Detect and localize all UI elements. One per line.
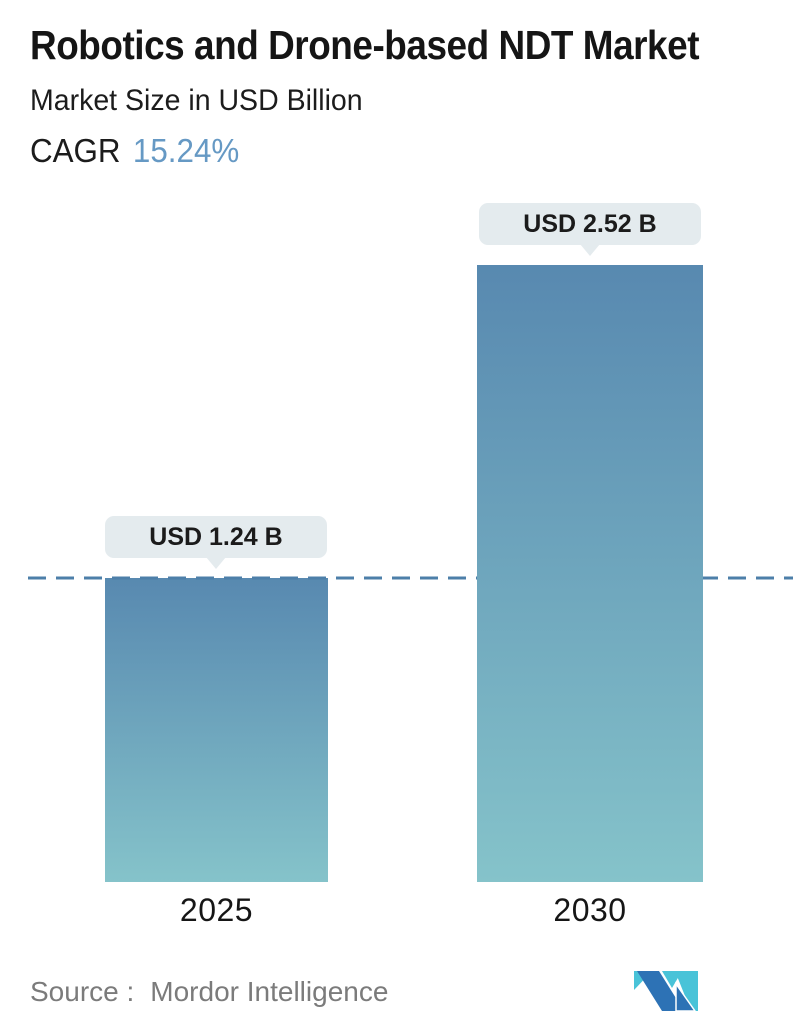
source-row: Source : Mordor Intelligence xyxy=(30,976,388,1008)
bar-2030 xyxy=(477,265,703,882)
chart-subtitle: Market Size in USD Billion xyxy=(30,84,363,117)
reference-dashed-line xyxy=(28,576,793,580)
tooltip-arrow-down-icon xyxy=(580,244,600,256)
cagr-label: CAGR xyxy=(30,132,121,169)
cagr-value: 15.24% xyxy=(132,132,240,169)
cagr-row: CAGR 15.24% xyxy=(30,132,239,170)
value-label-2030: USD 2.52 B xyxy=(479,203,701,256)
value-label-2025-text: USD 1.24 B xyxy=(149,522,283,551)
mordor-intelligence-logo xyxy=(634,971,698,1011)
logo-shape xyxy=(675,981,696,1011)
source-label: Source : xyxy=(30,976,135,1007)
chart-title: Robotics and Drone-based NDT Market xyxy=(30,22,700,68)
value-label-2030-text: USD 2.52 B xyxy=(523,209,657,238)
axis-label-2025: 2025 xyxy=(179,892,254,928)
source-value: Mordor Intelligence xyxy=(150,976,389,1007)
bar-2025 xyxy=(105,578,328,882)
value-label-2025: USD 1.24 B xyxy=(105,516,327,569)
tooltip-arrow-down-icon xyxy=(206,557,226,569)
logo-shape xyxy=(675,971,698,1011)
logo-shape xyxy=(637,971,684,1011)
axis-label-2030: 2030 xyxy=(553,892,627,928)
